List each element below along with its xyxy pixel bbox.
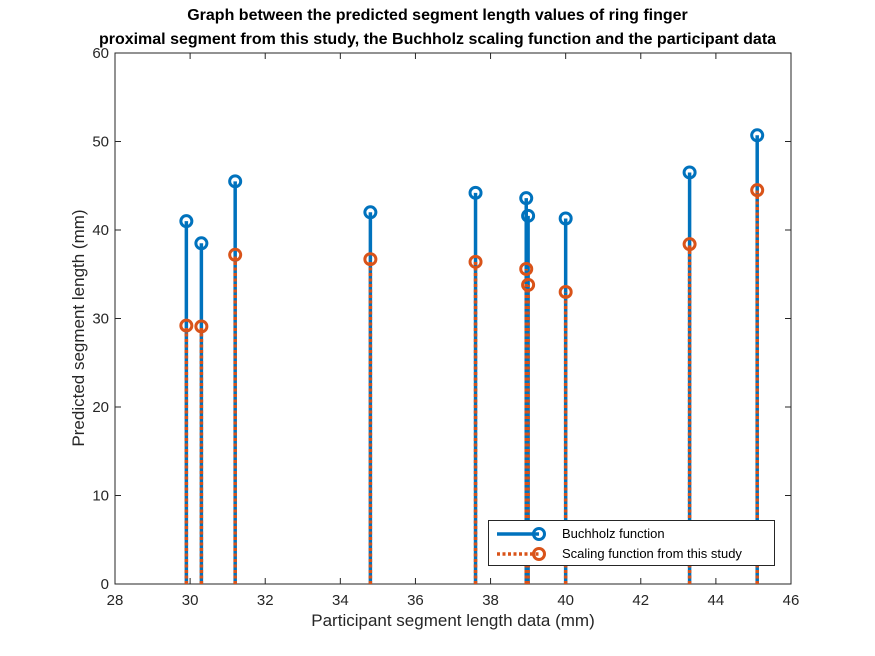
point-scaling — [194, 319, 209, 334]
legend-entry-buchholz: Buchholz function — [489, 524, 774, 544]
x-tick-label: 28 — [107, 592, 124, 609]
point-buchholz — [468, 185, 483, 200]
point-scaling — [521, 277, 536, 292]
chart-title-line-1: Graph between the predicted segment leng… — [187, 7, 688, 24]
y-tick-label: 0 — [101, 576, 109, 593]
point-buchholz — [228, 174, 243, 189]
x-tick-label: 30 — [182, 592, 199, 609]
y-tick-label: 30 — [92, 311, 109, 328]
y-tick-label: 40 — [92, 222, 109, 239]
legend-entry-scaling: Scaling function from this study — [489, 544, 774, 564]
point-scaling — [228, 247, 243, 262]
x-tick-label: 46 — [783, 592, 800, 609]
y-axis-label: Predicted segment length (mm) — [69, 209, 88, 447]
x-tick-label: 40 — [557, 592, 574, 609]
x-tick-label: 42 — [632, 592, 649, 609]
legend-swatch-buchholz — [497, 527, 546, 541]
point-buchholz — [179, 214, 194, 229]
legend-label-scaling: Scaling function from this study — [562, 546, 742, 561]
point-buchholz — [194, 236, 209, 251]
legend-swatch-scaling — [497, 547, 546, 561]
x-axis-label: Participant segment length data (mm) — [311, 611, 595, 630]
point-scaling — [558, 284, 573, 299]
point-buchholz — [750, 128, 765, 143]
y-tick-label: 60 — [92, 45, 109, 62]
x-tick-label: 44 — [708, 592, 725, 609]
point-buchholz — [519, 191, 534, 206]
point-buchholz — [558, 211, 573, 226]
x-tick-label: 36 — [407, 592, 424, 609]
chart-title-line-2: proximal segment from this study, the Bu… — [98, 31, 777, 48]
point-scaling — [682, 237, 697, 252]
point-buchholz — [521, 208, 536, 223]
y-tick-label: 20 — [92, 399, 109, 416]
point-scaling — [363, 252, 378, 267]
point-scaling — [750, 183, 765, 198]
y-tick-label: 50 — [92, 134, 109, 151]
point-buchholz — [363, 205, 378, 220]
point-buchholz — [682, 165, 697, 180]
legend: Buchholz function Scaling function from … — [488, 520, 775, 566]
legend-label-buchholz: Buchholz function — [562, 526, 665, 541]
x-tick-label: 38 — [482, 592, 499, 609]
point-scaling — [179, 318, 194, 333]
point-scaling — [519, 261, 534, 276]
x-tick-label: 32 — [257, 592, 274, 609]
x-tick-label: 34 — [332, 592, 349, 609]
plot-frame — [114, 52, 792, 585]
y-tick-label: 10 — [92, 488, 109, 505]
point-scaling — [468, 254, 483, 269]
